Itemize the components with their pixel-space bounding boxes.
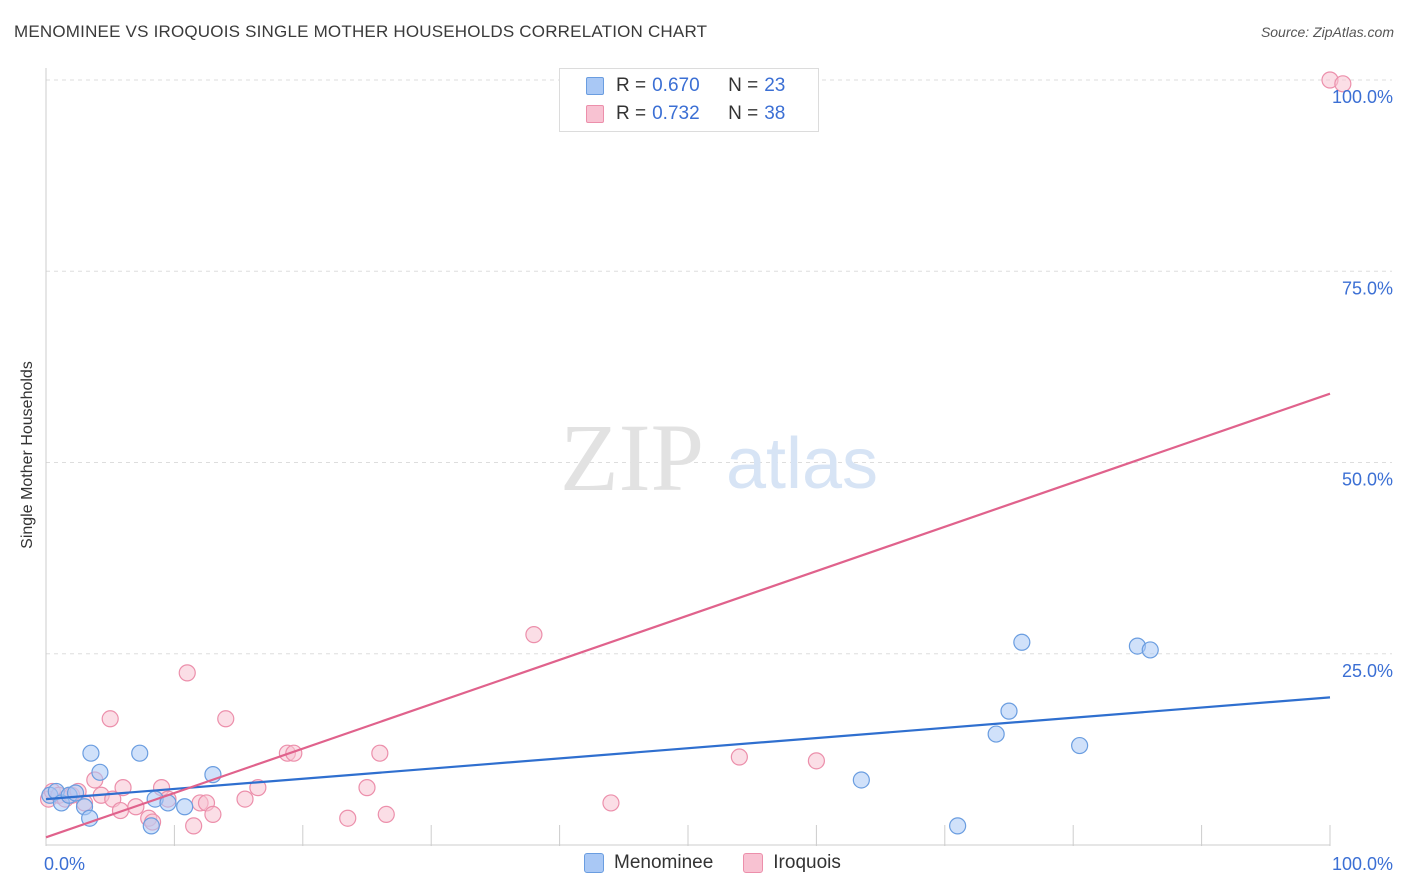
legend-label-iroquois: Iroquois [773, 852, 841, 873]
legend-row-menominee: R = 0.670 N = 23 [586, 74, 785, 98]
iroquois-swatch [586, 105, 604, 123]
legend-row-iroquois: R = 0.732 N = 38 [586, 102, 785, 126]
trend-lines [45, 392, 1331, 839]
x-tick-label: 0.0% [44, 854, 85, 874]
iroquois-point [204, 805, 222, 824]
stats-legend: R = 0.670 N = 23 R = 0.732 N = 38 [559, 68, 819, 132]
menominee-point [142, 817, 160, 835]
r-value: 0.670 [652, 75, 700, 96]
watermark: ZIP atlas [560, 404, 878, 511]
legend-item-menominee[interactable]: Menominee [584, 852, 713, 874]
iroquois-point [807, 752, 826, 770]
y-tick-label: 75.0% [1342, 278, 1393, 298]
watermark-zip: ZIP [560, 404, 704, 511]
iroquois-swatch [743, 853, 764, 873]
y-tick-label: 100.0% [1332, 87, 1393, 107]
menominee-point [1000, 702, 1018, 720]
iroquois-point [339, 809, 357, 827]
tick-labels: 25.0% 50.0% 75.0% 100.0% 0.0% 100.0% [44, 87, 1393, 874]
iroquois-point [178, 664, 196, 682]
menominee-point [1071, 736, 1089, 755]
grid-lines [46, 79, 1392, 655]
r-label: R = [616, 75, 647, 96]
r-value: 0.732 [652, 103, 700, 124]
iroquois-point [602, 794, 620, 812]
menominee-trend-line [45, 696, 1331, 801]
menominee-point [987, 725, 1005, 743]
n-label: N = [728, 103, 759, 124]
menominee-point [81, 809, 99, 827]
r-label: R = [616, 103, 647, 124]
legend-label-menominee: Menominee [614, 852, 714, 873]
menominee-point [131, 744, 149, 762]
menominee-point [1013, 633, 1031, 651]
iroquois-point [1334, 75, 1352, 93]
menominee-point [852, 771, 870, 789]
series-legend: Menominee Iroquois [584, 852, 871, 874]
axes [45, 68, 1331, 846]
iroquois-point [217, 710, 235, 728]
menominee-point [949, 817, 967, 835]
menominee-point [82, 744, 100, 762]
iroquois-point [236, 790, 254, 808]
iroquois-point [377, 805, 395, 824]
watermark-atlas: atlas [726, 424, 878, 504]
menominee-swatch [586, 77, 604, 95]
x-tick-label: 100.0% [1332, 854, 1393, 874]
iroquois-point [525, 626, 543, 644]
n-label: N = [728, 75, 759, 96]
menominee-point [176, 798, 194, 816]
y-tick-label: 50.0% [1342, 470, 1393, 490]
iroquois-point [730, 748, 748, 766]
iroquois-point [358, 779, 376, 797]
iroquois-trend-line [45, 392, 1331, 839]
menominee-point [66, 784, 85, 802]
n-value: 23 [764, 75, 786, 96]
n-value: 38 [764, 103, 786, 124]
source-label: Source: ZipAtlas.com [1260, 24, 1394, 40]
iroquois-point [185, 817, 203, 835]
legend-item-iroquois[interactable]: Iroquois [743, 852, 841, 874]
menominee-point [1141, 641, 1159, 659]
menominee-point [91, 763, 109, 781]
y-tick-label: 25.0% [1342, 661, 1393, 681]
iroquois-point [101, 710, 119, 728]
menominee-swatch [584, 853, 604, 873]
iroquois-point [371, 744, 389, 762]
chart-title: MENOMINEE VS IROQUOIS SINGLE MOTHER HOUS… [14, 22, 708, 41]
